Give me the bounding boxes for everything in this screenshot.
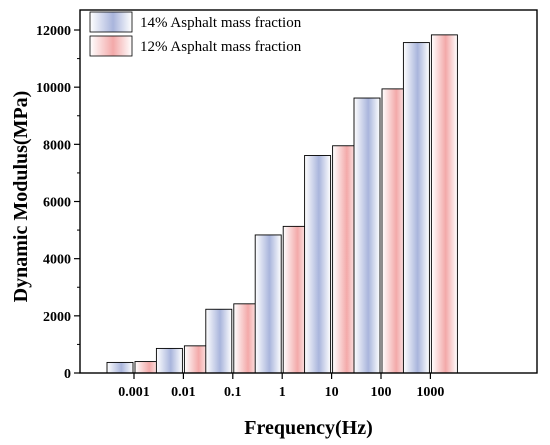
y-tick-label: 0 <box>64 367 71 382</box>
x-tick-label: 1000 <box>416 385 444 400</box>
y-axis-title: Dynamic Modulus(MPa) <box>10 91 32 303</box>
legend-label-12-percent: 12% Asphalt mass fraction <box>140 39 302 55</box>
bars-layer <box>106 34 458 374</box>
y-tick-label: 8000 <box>43 138 71 153</box>
y-axis: 0 2000 4000 6000 8000 10000 12000 <box>36 24 80 382</box>
bar-14pct-10 <box>304 155 332 374</box>
bar-12pct-1000 <box>430 34 458 374</box>
y-tick-label: 2000 <box>43 310 71 325</box>
x-tick-label: 100 <box>371 385 392 400</box>
x-tick-label: 0.01 <box>171 385 196 400</box>
y-tick-label: 6000 <box>43 196 71 211</box>
y-tick-label: 12000 <box>36 24 71 39</box>
x-tick-label: 0.001 <box>118 385 150 400</box>
x-tick-label: 10 <box>325 385 339 400</box>
legend-swatch-12-percent <box>89 35 133 57</box>
x-tick-label: 1 <box>279 385 286 400</box>
x-axis: 0.001 0.01 0.1 1 10 100 1000 <box>118 373 444 400</box>
plot-frame <box>79 9 538 374</box>
legend-label-14-percent: 14% Asphalt mass fraction <box>140 15 302 31</box>
bar-14pct-1 <box>254 234 282 374</box>
legend: 14% Asphalt mass fraction 12% Asphalt ma… <box>89 11 302 57</box>
bar-14pct-1000 <box>402 42 430 374</box>
legend-entry-14-percent: 14% Asphalt mass fraction <box>89 11 302 33</box>
x-tick-label: 0.1 <box>224 385 242 400</box>
bar-14pct-0.001 <box>106 361 134 374</box>
bar-14pct-0.01 <box>155 347 183 374</box>
legend-swatch-14-percent <box>89 11 133 33</box>
bar-14pct-100 <box>353 97 381 374</box>
bar-14pct-0.1 <box>205 308 233 374</box>
y-tick-label: 10000 <box>36 81 71 96</box>
x-axis-title: Frequency(Hz) <box>244 417 373 439</box>
legend-entry-12-percent: 12% Asphalt mass fraction <box>89 35 302 57</box>
y-tick-label: 4000 <box>43 253 71 268</box>
